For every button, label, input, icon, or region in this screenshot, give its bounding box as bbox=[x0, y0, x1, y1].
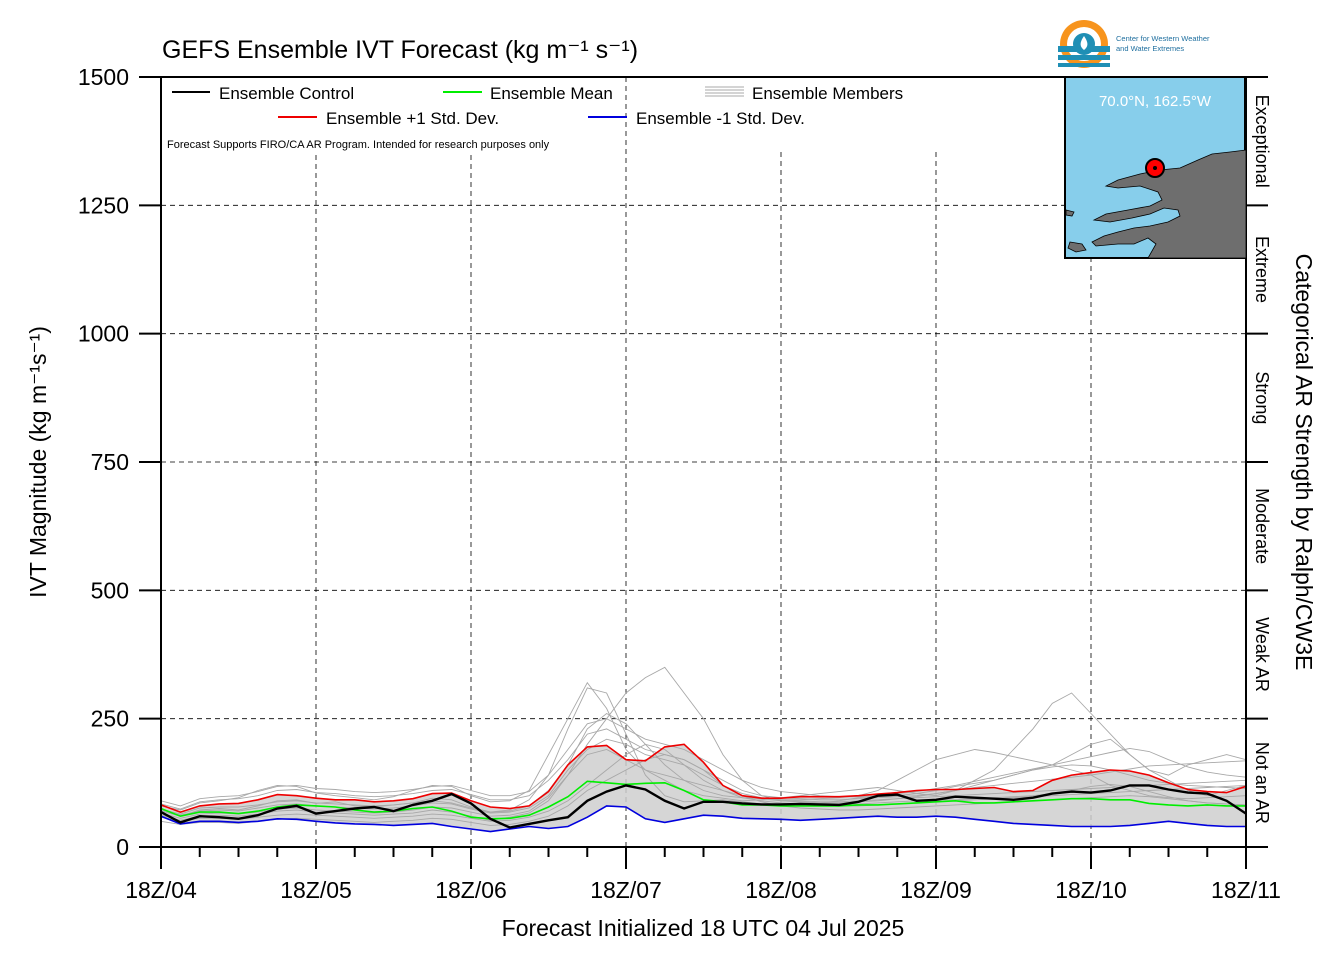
legend-label-plus-std: Ensemble +1 Std. Dev. bbox=[326, 109, 499, 128]
ensemble-member-line bbox=[160, 681, 1247, 811]
chart-title: GEFS Ensemble IVT Forecast (kg m⁻¹ s⁻¹) bbox=[162, 36, 638, 64]
minus-std-line bbox=[160, 805, 1246, 833]
location-inset-map: 70.0°N, 162.5°W bbox=[1064, 76, 1247, 259]
y-tick-label: 750 bbox=[91, 449, 129, 475]
y-tick-label: 1250 bbox=[78, 192, 129, 218]
x-tick-label: 18Z/10 bbox=[1055, 877, 1127, 903]
x-tick-label: 18Z/08 bbox=[745, 877, 817, 903]
y-axis-label: IVT Magnitude (kg m⁻¹s⁻¹) bbox=[25, 326, 51, 598]
right-axis-label: Categorical AR Strength by Ralph/CW3E bbox=[1291, 254, 1317, 671]
x-tick-label: 18Z/07 bbox=[590, 877, 662, 903]
legend-label-minus-std: Ensemble -1 Std. Dev. bbox=[636, 109, 805, 128]
legend-label-members: Ensemble Members bbox=[752, 84, 903, 103]
ensemble-member-line bbox=[160, 712, 1247, 815]
x-tick-label: 18Z/09 bbox=[900, 877, 972, 903]
legend-swatch-members bbox=[705, 86, 744, 97]
y-tick-label: 1000 bbox=[78, 321, 129, 347]
y-tick-label: 500 bbox=[91, 577, 129, 603]
inset-land bbox=[1091, 149, 1247, 259]
axes: 0 250 500 750 1000 1250 1500 18Z/04 18Z/05 18Z/06… bbox=[78, 64, 1281, 903]
inset-location-label: 70.0°N, 162.5°W bbox=[1099, 93, 1212, 110]
logo-text-line2: and Water Extremes bbox=[1116, 44, 1184, 53]
ensemble-mean-line bbox=[160, 780, 1246, 820]
legend: Ensemble Control Ensemble Mean Ensemble … bbox=[167, 84, 903, 151]
legend-label-control: Ensemble Control bbox=[219, 84, 354, 103]
x-tick-label: 18Z/06 bbox=[435, 877, 507, 903]
ensemble-member-line bbox=[160, 743, 1247, 822]
x-axis-label: Forecast Initialized 18 UTC 04 Jul 2025 bbox=[502, 915, 905, 941]
y-tick-label: 250 bbox=[91, 706, 129, 732]
plus-std-line bbox=[160, 743, 1247, 813]
category-label: Moderate bbox=[1252, 488, 1272, 564]
category-label: Strong bbox=[1252, 371, 1272, 424]
cw3e-logo: Center for Western Weather and Water Ext… bbox=[1058, 20, 1210, 68]
category-label: Not an AR bbox=[1252, 742, 1272, 824]
category-label: Exceptional bbox=[1252, 95, 1272, 188]
ensemble-control-line bbox=[160, 784, 1247, 829]
logo-text-line1: Center for Western Weather bbox=[1116, 34, 1210, 43]
x-tick-label: 18Z/11 bbox=[1211, 877, 1281, 903]
legend-label-mean: Ensemble Mean bbox=[490, 84, 613, 103]
category-label: Extreme bbox=[1252, 236, 1272, 303]
x-tick-label: 18Z/05 bbox=[280, 877, 352, 903]
y-tick-label: 0 bbox=[116, 834, 129, 860]
ensemble-member-line bbox=[160, 718, 1247, 807]
y-tick-label: 1500 bbox=[78, 64, 129, 90]
category-label: Weak AR bbox=[1252, 617, 1272, 692]
ensemble-series bbox=[160, 743, 1247, 833]
research-note: Forecast Supports FIRO/CA AR Program. In… bbox=[167, 139, 550, 151]
x-tick-label: 18Z/04 bbox=[125, 877, 197, 903]
